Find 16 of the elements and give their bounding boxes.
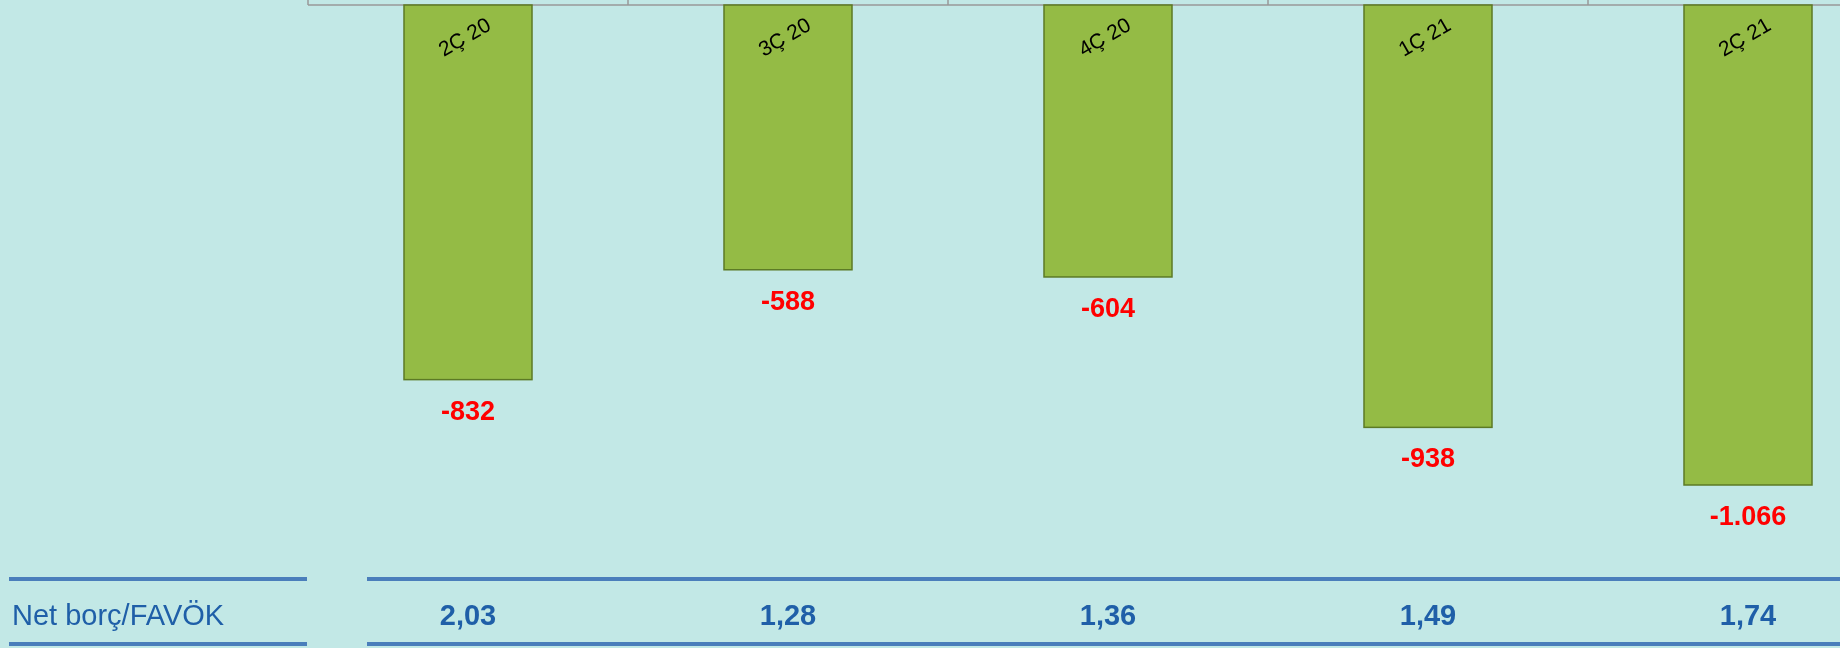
text: 1,74: [1719, 599, 1777, 631]
data-label: -938: [1400, 443, 1456, 474]
text: 1,36: [1079, 599, 1137, 631]
text: Net borç/FAVÖK: [12, 599, 225, 631]
text: 1,49: [1399, 599, 1457, 631]
data-label: -1.066: [1709, 501, 1787, 531]
data-label: -604: [1080, 292, 1136, 323]
data-label: -832: [440, 395, 496, 426]
data-label: -588: [760, 285, 816, 316]
text: 1,28: [759, 599, 817, 631]
x-tick-label: 3Ç 20: [754, 12, 815, 61]
x-tick-label: 2Ç 20: [434, 12, 495, 61]
x-tick-label: 1Ç 21: [1394, 12, 1455, 61]
x-tick-label: 4Ç 20: [1074, 12, 1135, 61]
x-tick-label: 2Ç 21: [1714, 12, 1775, 61]
text: 2,03: [439, 599, 497, 631]
